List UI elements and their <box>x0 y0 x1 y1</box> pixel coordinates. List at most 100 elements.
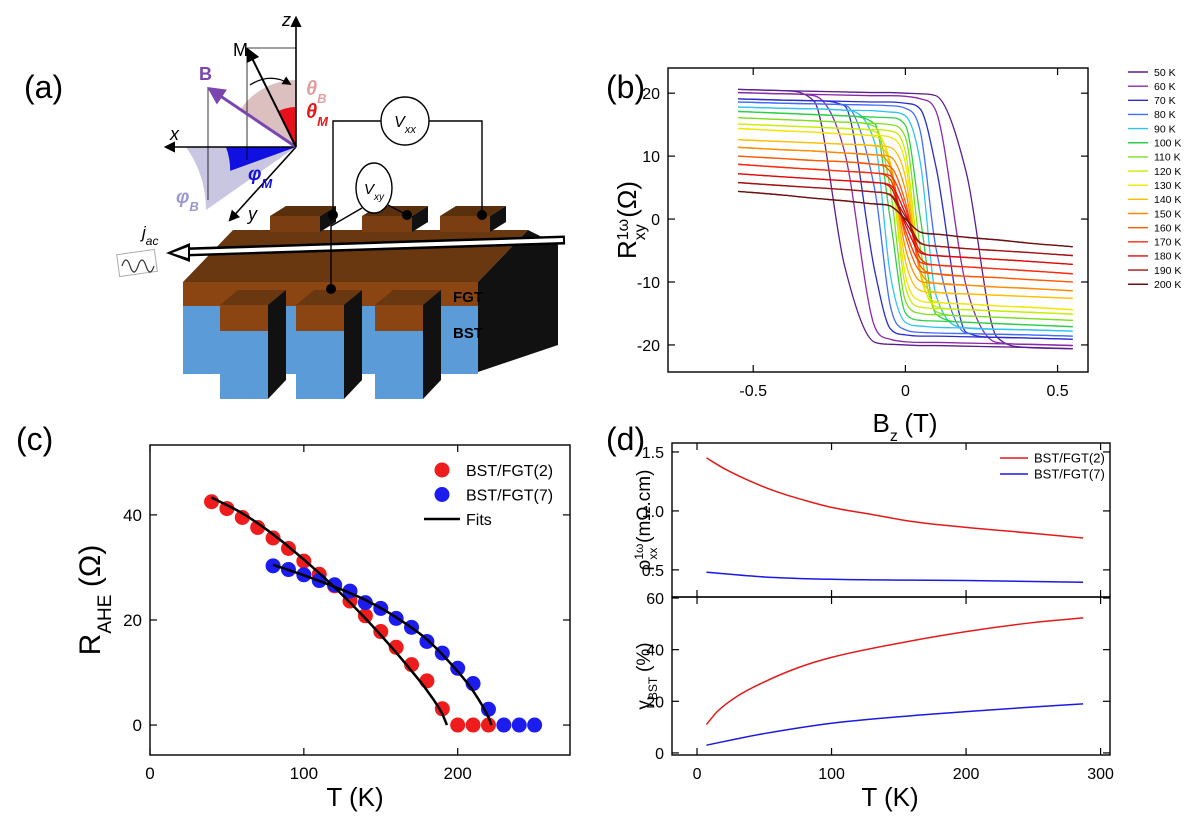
data-line <box>737 88 1073 350</box>
axis-label-part: (%) <box>634 642 655 672</box>
y-tick-label: 40 <box>646 643 664 660</box>
axis-label-part: (Ω) <box>74 545 107 587</box>
y-axis-label: R1ωxy (Ω) <box>612 181 649 259</box>
data-line <box>737 139 1073 300</box>
chart: 0 100 200 300 0 20 40 60 γBST (%) T (K) <box>634 591 1114 812</box>
axis-label-part: T (K) <box>326 782 383 812</box>
axis-label-part: (mΩ.cm) <box>634 470 655 543</box>
legend-label: BST/FGT(7) <box>1034 467 1105 482</box>
current-symbol: j <box>140 223 147 242</box>
y-tick-label: -10 <box>637 275 660 292</box>
current-arrow <box>186 238 564 254</box>
data-line <box>737 110 1073 328</box>
contact-dot <box>328 210 338 220</box>
legend-label: 170 K <box>1154 237 1181 249</box>
axis-label-part: BST <box>646 676 660 700</box>
plot-frame <box>671 596 1111 756</box>
current-subscript: ac <box>146 234 159 248</box>
x-tick-label: 0 <box>901 383 910 400</box>
y-tick-label: 0 <box>655 746 664 763</box>
legend-label: 150 K <box>1154 208 1181 220</box>
y-tick-label: 40 <box>123 506 142 525</box>
angle-subscript: M <box>261 176 273 191</box>
meter-label: Vxx <box>394 114 416 136</box>
layer-label: FGT <box>453 289 483 306</box>
axis-label-part: ρ <box>634 559 655 570</box>
angle-symbol: φ <box>248 164 261 185</box>
angle-symbol: θ <box>306 78 317 100</box>
meter-subscript: xy <box>373 192 385 203</box>
x-tick-label: 100 <box>818 766 845 783</box>
y-tick-label: 0 <box>651 212 660 229</box>
data-point <box>465 717 481 733</box>
axis-label-part: T (K) <box>861 782 918 812</box>
current-label: jac <box>140 223 158 248</box>
y-tick-label: 20 <box>642 86 660 103</box>
data-line <box>737 88 1073 350</box>
angle-symbol: θ <box>306 101 317 123</box>
data-point <box>480 717 496 733</box>
axis-label-part: z <box>890 428 898 445</box>
front-legs <box>220 290 441 399</box>
rotation-arrow <box>249 76 292 86</box>
y-axis-label: ρ1ωxx (mΩ.cm) <box>632 470 660 571</box>
data-point <box>265 530 281 546</box>
x-tick-label: 200 <box>444 764 472 783</box>
angle-symbol: φ <box>176 187 189 208</box>
data-line <box>210 496 449 726</box>
plot-area <box>204 494 543 733</box>
data-line <box>737 123 1073 315</box>
data-line <box>737 101 1073 337</box>
legend-label: 120 K <box>1154 166 1181 178</box>
angle-subscript: B <box>317 91 326 106</box>
plot-area <box>737 88 1073 350</box>
plot-area <box>705 617 1084 746</box>
data-line <box>737 155 1073 283</box>
device-diagram: (a) z x y M B θB θM φM φB <box>24 10 566 399</box>
data-point <box>527 717 543 733</box>
data-line <box>737 106 1073 332</box>
data-line <box>737 91 1073 347</box>
plot-frame <box>667 67 1089 373</box>
plot-area <box>706 457 1084 584</box>
vxy-meter <box>355 162 393 214</box>
data-line <box>737 91 1073 347</box>
data-point <box>450 660 466 676</box>
y-tick-label: 20 <box>123 611 142 630</box>
slab-top <box>183 230 528 282</box>
axis-label-part: B <box>872 408 889 438</box>
y-tick-label: 0 <box>133 716 142 735</box>
contact-pads <box>270 206 506 232</box>
meter-symbol: V <box>394 114 406 131</box>
data-point <box>480 701 496 717</box>
data-line <box>737 181 1073 257</box>
legend-label: 50 K <box>1154 67 1176 79</box>
x-tick-label: 300 <box>1087 766 1114 783</box>
x-tick-label: 0 <box>145 764 154 783</box>
slab-side <box>478 230 558 372</box>
theta-b-wedge <box>240 80 296 147</box>
data-point <box>450 717 466 733</box>
legend-label: 160 K <box>1154 222 1181 234</box>
legend-label: 60 K <box>1154 81 1176 93</box>
data-line <box>706 703 1084 746</box>
axis-label-part: xy <box>632 224 649 240</box>
axis-label-part: R <box>612 240 642 259</box>
wires <box>330 120 483 288</box>
y-tick-label: 10 <box>642 149 660 166</box>
contact-dot <box>402 210 412 220</box>
legend-label: 100 K <box>1154 138 1181 150</box>
legend-marker <box>434 462 450 478</box>
panel-label: (a) <box>24 69 63 105</box>
legend-marker <box>434 487 450 502</box>
phi-m-wedge <box>226 147 296 171</box>
x-tick-label: 0 <box>693 766 702 783</box>
current-arrowhead <box>172 247 188 258</box>
y-axis <box>228 146 297 222</box>
panel-label: (d) <box>606 421 645 457</box>
y-tick-label: 1.5 <box>642 445 664 462</box>
data-point <box>250 519 266 535</box>
legend-label: BST/FGT(2) <box>1034 451 1105 466</box>
data-point <box>219 501 235 517</box>
